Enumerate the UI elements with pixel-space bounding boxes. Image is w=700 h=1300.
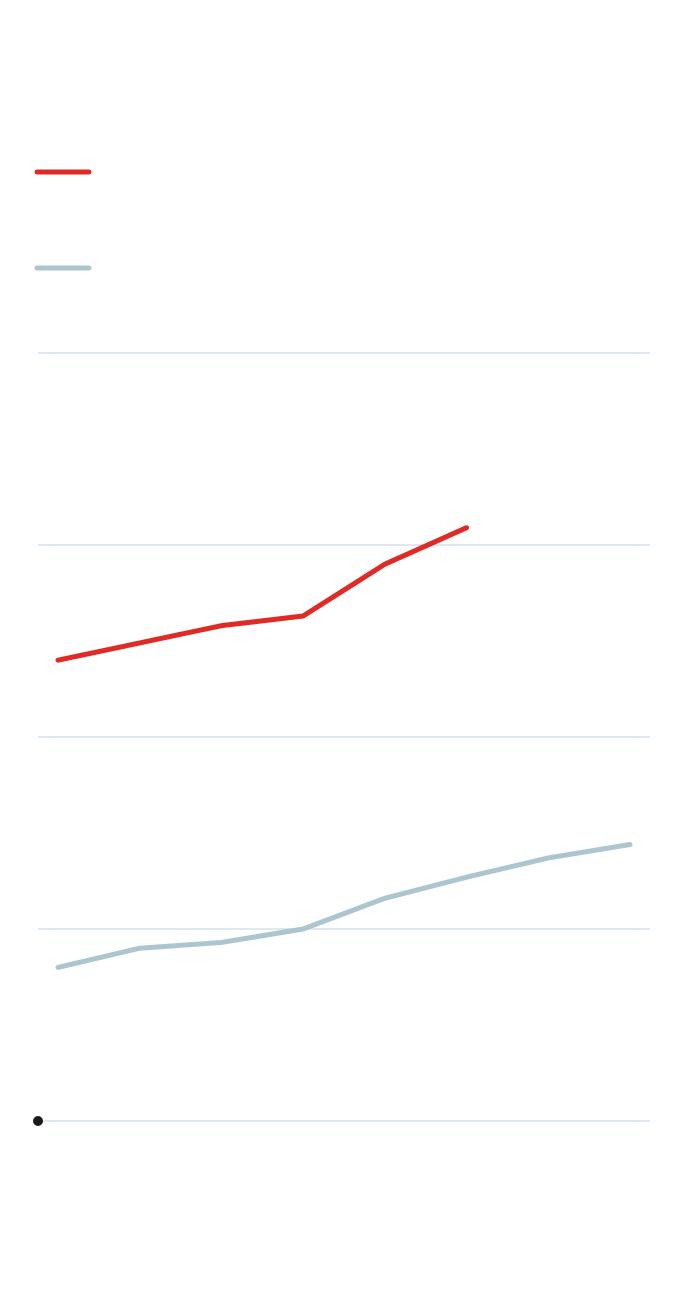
origin-dot xyxy=(33,1116,43,1126)
series-line xyxy=(55,525,470,663)
series-line xyxy=(55,842,633,970)
